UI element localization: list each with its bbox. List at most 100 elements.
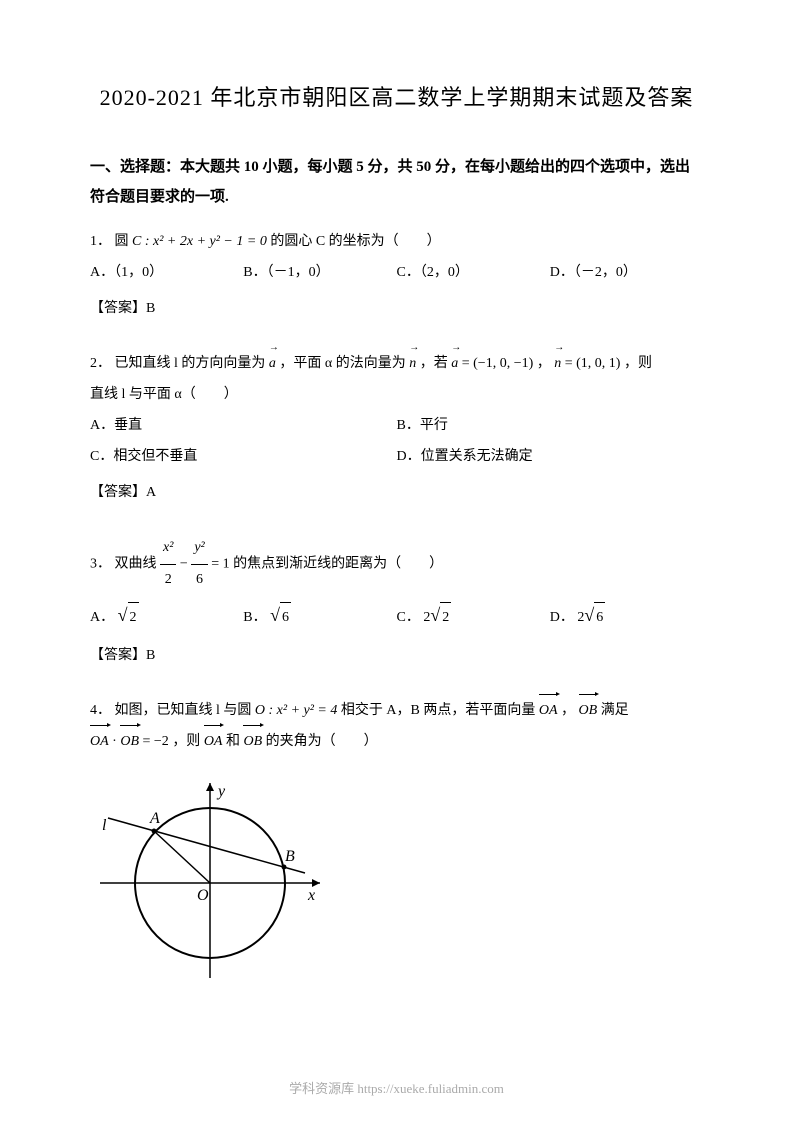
q4-line2: OA · OB = −2 ，则 OA 和 OB 的夹角为（ ） <box>90 727 703 758</box>
point-a <box>152 828 157 833</box>
q4-dot-val: = −2 <box>143 734 169 749</box>
q1-suffix: 的圆心 C 的坐标为（ ） <box>270 234 440 249</box>
q4-oa3: OA <box>204 727 223 758</box>
question-3: 3． 双曲线 x² 2 − y² 6 = 1 的焦点到渐近线的距离为（ ） A．… <box>90 533 703 671</box>
q3-frac2-den: 6 <box>191 565 207 596</box>
x-arrow <box>312 879 320 887</box>
q2-n-val: = (1, 0, 1) <box>565 356 621 371</box>
label-y: y <box>216 783 226 800</box>
q2-mid2: ，若 <box>420 356 448 371</box>
q2-vec-n1: n <box>409 349 416 380</box>
q2-a-val: = (−1, 0, −1) <box>462 356 534 371</box>
q3-frac2-num: y² <box>191 533 207 565</box>
q4-figure: y x O A B l <box>90 768 703 1001</box>
q4-mid1: 相交于 A，B 两点，若平面向量 <box>341 703 535 718</box>
q2-text: 2． 已知直线 l 的方向向量为 a ，平面 α 的法向量为 n ，若 a = … <box>90 349 703 380</box>
q4-number: 4． <box>90 703 111 718</box>
q3-frac1: x² 2 <box>160 533 176 596</box>
q2-option-b: B．平行 <box>397 411 704 442</box>
q4-circle-eq: O : x² + y² = 4 <box>255 703 338 718</box>
question-1: 1． 圆 C : x² + 2x + y² − 1 = 0 的圆心 C 的坐标为… <box>90 227 703 324</box>
q2-vec-a2: a <box>451 349 458 380</box>
q3-option-a: A． 2 <box>90 596 243 636</box>
q4-suffix: 满足 <box>601 703 629 718</box>
q4-svg: y x O A B l <box>90 768 330 988</box>
q2-mid1: ，平面 α 的法向量为 <box>279 356 405 371</box>
q3-b-radicand: 6 <box>280 602 291 634</box>
point-b <box>282 864 287 869</box>
q1-number: 1． <box>90 234 111 249</box>
q3-equals: = 1 <box>211 557 229 572</box>
q2-prefix: 已知直线 l 的方向向量为 <box>115 356 266 371</box>
q4-l2-suffix: 的夹角为（ ） <box>266 734 378 749</box>
q4-ob3: OB <box>243 727 262 758</box>
q4-ob1: OB <box>579 696 598 727</box>
q3-d-sqrt: 6 <box>584 596 605 636</box>
q1-option-b: B．（－1，0） <box>243 258 396 289</box>
label-x: x <box>307 887 315 904</box>
q2-vec-a1: a <box>269 349 276 380</box>
q4-l2-mid2: 和 <box>226 734 240 749</box>
q1-options: A．（1，0） B．（－1，0） C．（2，0） D．（－2，0） <box>90 258 703 289</box>
y-arrow <box>206 783 214 791</box>
q4-ob2: OB <box>120 727 139 758</box>
q4-line1: 4． 如图，已知直线 l 与圆 O : x² + y² = 4 相交于 A，B … <box>90 696 703 727</box>
q2-vec-n2: n <box>554 349 561 380</box>
q3-option-b: B． 6 <box>243 596 396 636</box>
q2-option-d: D．位置关系无法确定 <box>397 442 704 473</box>
q3-frac2: y² 6 <box>191 533 207 596</box>
q3-b-prefix: B． <box>243 610 266 625</box>
q1-prefix: 圆 <box>115 234 129 249</box>
footer: 学科资源库 https://xueke.fuliadmin.com <box>0 1078 793 1097</box>
q3-a-sqrt: 2 <box>118 596 139 636</box>
question-4: 4． 如图，已知直线 l 与圆 O : x² + y² = 4 相交于 A，B … <box>90 696 703 1000</box>
q4-oa1: OA <box>539 696 558 727</box>
q3-c-prefix: C． <box>397 610 420 625</box>
q2-option-a: A．垂直 <box>90 411 397 442</box>
label-b: B <box>285 848 295 865</box>
q1-option-c: C．（2，0） <box>397 258 550 289</box>
q2-options: A．垂直 B．平行 C．相交但不垂直 D．位置关系无法确定 <box>90 411 703 473</box>
q3-c-coef: 2 <box>423 610 430 625</box>
q1-option-a: A．（1，0） <box>90 258 243 289</box>
q3-suffix: 的焦点到渐近线的距离为（ ） <box>233 557 443 572</box>
q3-d-radicand: 6 <box>594 602 605 634</box>
q4-prefix: 如图，已知直线 l 与圆 <box>115 703 252 718</box>
q2-number: 2． <box>90 356 111 371</box>
q1-text: 1． 圆 C : x² + 2x + y² − 1 = 0 的圆心 C 的坐标为… <box>90 227 703 258</box>
q3-option-d: D． 26 <box>550 596 703 636</box>
q2-suffix: ，则 <box>624 356 652 371</box>
q2-answer: 【答案】A <box>90 478 703 509</box>
q3-prefix: 双曲线 <box>115 557 157 572</box>
q3-option-c: C． 22 <box>397 596 550 636</box>
q2-line2: 直线 l 与平面 α（ ） <box>90 380 703 411</box>
question-2: 2． 已知直线 l 的方向向量为 a ，平面 α 的法向量为 n ，若 a = … <box>90 349 703 508</box>
document-title: 2020-2021 年北京市朝阳区高二数学上学期期末试题及答案 <box>90 80 703 112</box>
q3-c-sqrt: 2 <box>430 596 451 636</box>
q3-answer: 【答案】B <box>90 641 703 672</box>
q3-number: 3． <box>90 557 111 572</box>
q4-oa2: OA <box>90 727 109 758</box>
q1-option-d: D．（－2，0） <box>550 258 703 289</box>
q3-d-coef: 2 <box>577 610 584 625</box>
label-o: O <box>197 887 209 904</box>
q4-dot: · <box>112 734 120 749</box>
q3-text: 3． 双曲线 x² 2 − y² 6 = 1 的焦点到渐近线的距离为（ ） <box>90 533 703 596</box>
q3-frac1-num: x² <box>160 533 176 565</box>
q3-a-radicand: 2 <box>128 602 139 634</box>
q3-b-sqrt: 6 <box>270 596 291 636</box>
q4-sep: ， <box>561 703 575 718</box>
q3-options: A． 2 B． 6 C． 22 D． 26 <box>90 596 703 636</box>
q2-option-c: C．相交但不垂直 <box>90 442 397 473</box>
q4-l2-mid1: ，则 <box>172 734 200 749</box>
q2-sep: ， <box>537 356 551 371</box>
q3-d-prefix: D． <box>550 610 574 625</box>
section-header: 一、选择题：本大题共 10 小题，每小题 5 分，共 50 分，在每小题给出的四… <box>90 152 703 212</box>
q3-minus: − <box>180 557 191 572</box>
q3-frac1-den: 2 <box>160 565 176 596</box>
q3-c-radicand: 2 <box>440 602 451 634</box>
label-a: A <box>149 810 160 827</box>
q1-formula: C : x² + 2x + y² − 1 = 0 <box>132 234 267 249</box>
q3-a-prefix: A． <box>90 610 114 625</box>
q3-formula: x² 2 − y² 6 = 1 <box>160 533 230 596</box>
